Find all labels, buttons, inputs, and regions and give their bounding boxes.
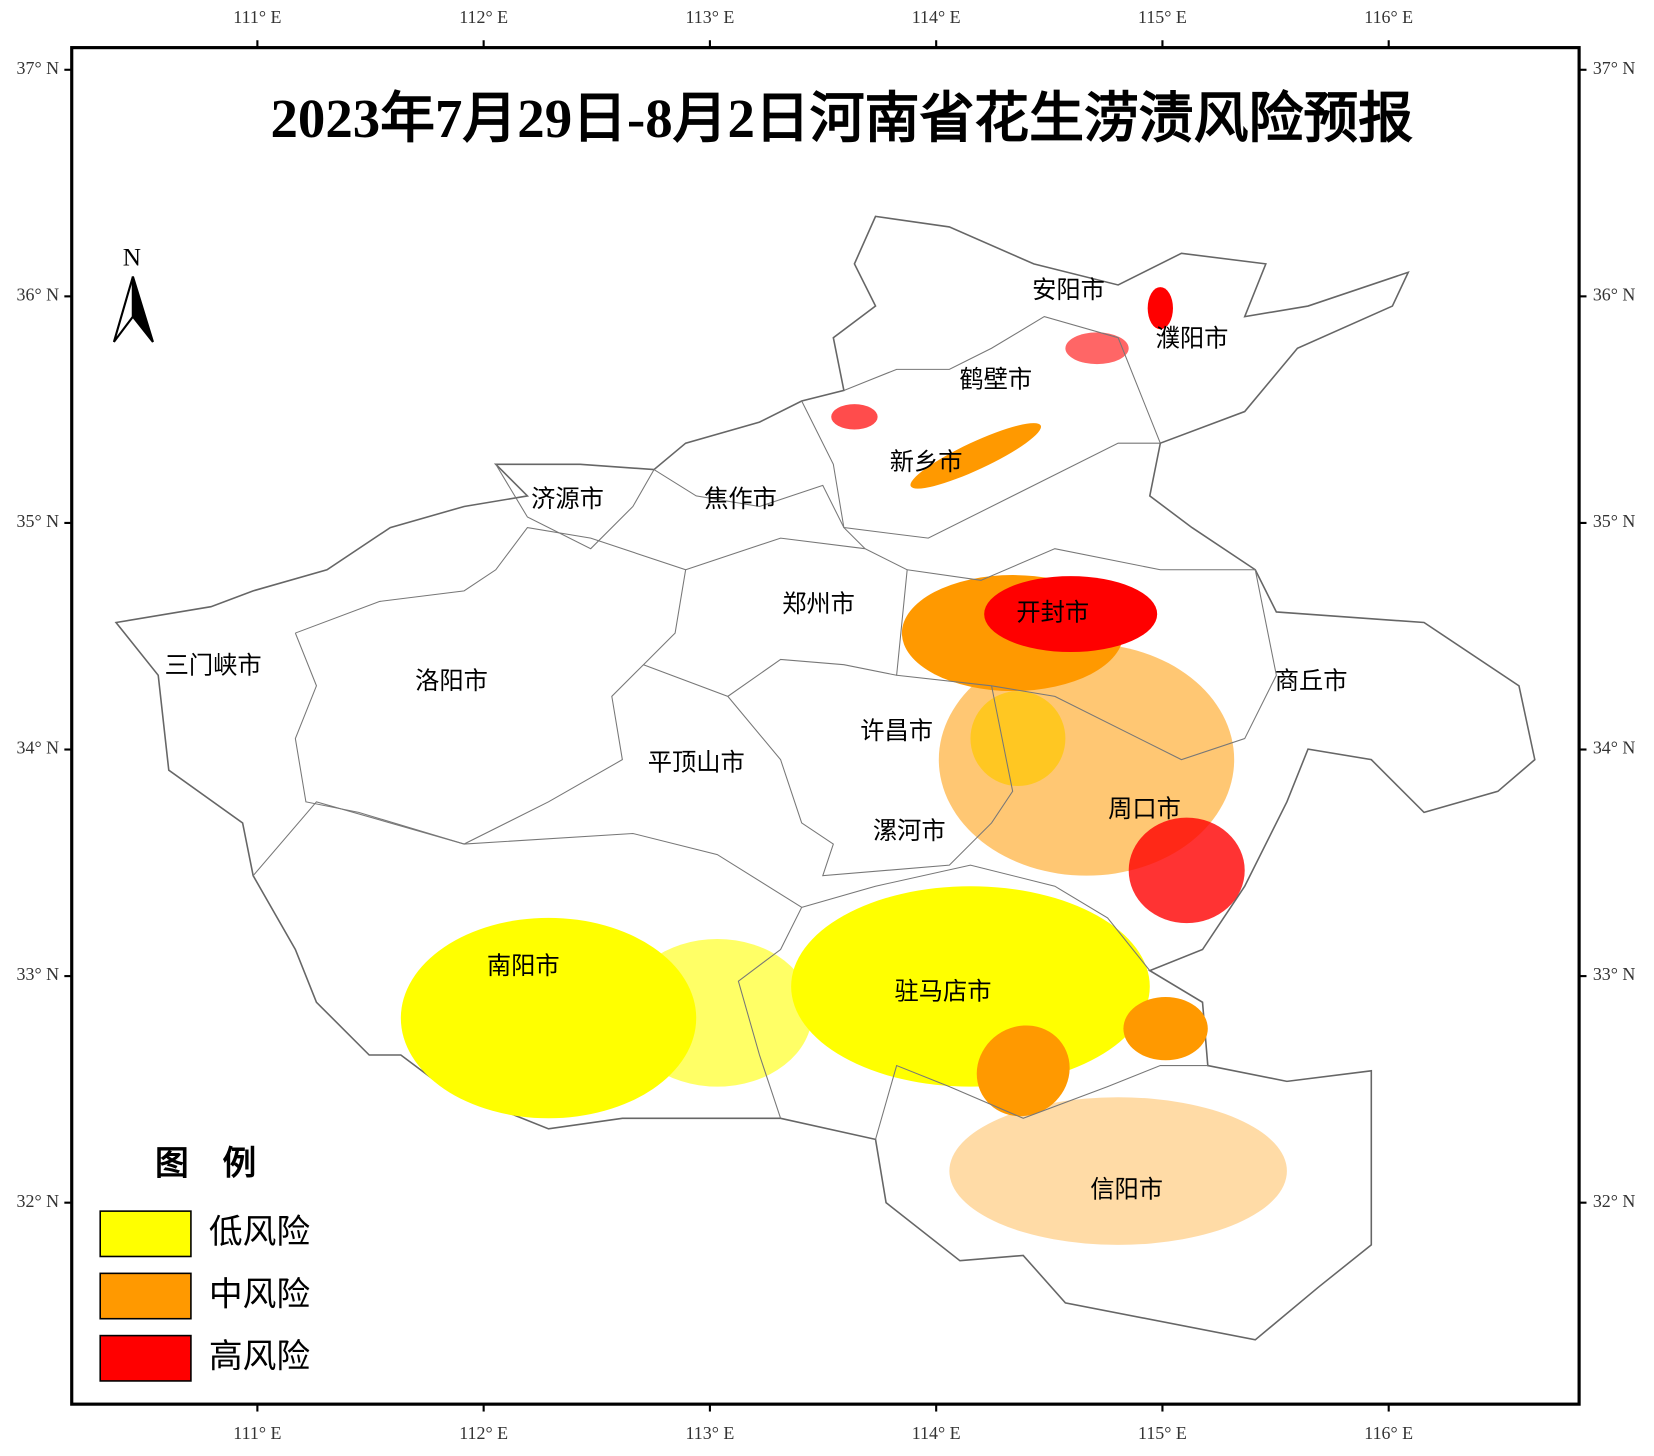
city-boundary <box>294 527 687 845</box>
lon-tick-label: 111° E <box>233 1423 281 1443</box>
city-label: 济源市 <box>531 486 604 513</box>
province <box>114 215 1536 1341</box>
high-risk-area <box>1128 817 1245 924</box>
lon-tick-label: 116° E <box>1364 7 1413 27</box>
high-risk-area <box>831 404 878 430</box>
lon-tick-label: 115° E <box>1138 7 1187 27</box>
lat-tick-label: 36° N <box>1593 284 1636 304</box>
lon-tick-label: 114° E <box>912 1423 961 1443</box>
lat-tick-label: 37° N <box>1593 58 1636 78</box>
city-label: 漯河市 <box>873 818 946 845</box>
lat-tick-label: 37° N <box>17 58 60 78</box>
lat-tick-label: 36° N <box>17 284 60 304</box>
north-arrow-right <box>131 276 154 343</box>
legend-label: 低风险 <box>209 1213 311 1251</box>
city-label: 信阳市 <box>1090 1177 1163 1204</box>
lon-tick-label: 112° E <box>459 7 508 27</box>
lon-tick-label: 113° E <box>686 7 735 27</box>
legend-swatch <box>99 1210 192 1258</box>
lat-tick-label: 33° N <box>1593 964 1636 984</box>
city-boundary <box>727 685 1014 877</box>
lat-tick-label: 32° N <box>17 1191 60 1211</box>
city-boundary <box>875 1064 1208 1140</box>
city-boundary <box>843 316 1161 444</box>
low-risk-area <box>622 938 813 1087</box>
lon-tick-label: 114° E <box>912 7 961 27</box>
lat-tick-label: 35° N <box>17 511 60 531</box>
lon-tick-label: 112° E <box>459 1423 508 1443</box>
city-label: 南阳市 <box>487 953 560 980</box>
city-label: 平顶山市 <box>648 749 745 776</box>
city-label: 商丘市 <box>1275 668 1348 695</box>
lon-tick-label: 113° E <box>686 1423 735 1443</box>
city-boundary <box>801 400 1161 539</box>
city-boundary <box>801 864 1151 971</box>
legend-title: 图 例 <box>155 1145 256 1183</box>
city-label: 驻马店市 <box>895 978 992 1005</box>
high-risk-area <box>984 576 1158 653</box>
city-label: 郑州市 <box>782 591 855 618</box>
city-label: 三门峡市 <box>165 652 262 679</box>
city-boundary <box>252 801 803 1119</box>
city-label: 洛阳市 <box>415 668 488 695</box>
lat-tick-label: 33° N <box>17 964 60 984</box>
lat-tick-label: 32° N <box>1593 1191 1636 1211</box>
city-label: 安阳市 <box>1032 277 1105 304</box>
legend-label: 高风险 <box>209 1338 311 1376</box>
high-risk-area <box>1065 332 1129 365</box>
lat-tick-label: 34° N <box>17 738 60 758</box>
city-label: 濮阳市 <box>1156 325 1229 352</box>
north-label: N <box>123 243 141 271</box>
low-risk-area <box>400 917 697 1119</box>
lon-tick-label: 116° E <box>1364 1423 1413 1443</box>
medium-risk-area <box>976 1025 1070 1117</box>
city-label: 开封市 <box>1016 600 1089 627</box>
lon-tick-label: 111° E <box>233 7 281 27</box>
medium-risk-area <box>1123 996 1208 1061</box>
lat-tick-label: 35° N <box>1593 511 1636 531</box>
city-boundary <box>896 548 1277 761</box>
city-label: 鹤壁市 <box>959 367 1032 394</box>
city-boundary <box>495 464 866 550</box>
medium-risk-area <box>938 643 1235 876</box>
medium-risk-area <box>949 1097 1287 1245</box>
legend-label: 中风险 <box>209 1275 311 1313</box>
city-label: 周口市 <box>1108 796 1181 823</box>
city-label: 新乡市 <box>890 449 963 476</box>
high-risk-area <box>1147 287 1173 330</box>
lat-tick-label: 34° N <box>1593 738 1636 758</box>
city-label: 焦作市 <box>704 486 777 513</box>
map-title: 2023年7月29日-8月2日河南省花生涝渍风险预报 <box>270 88 1413 149</box>
north-arrow: N <box>112 243 154 343</box>
low-risk-area <box>791 886 1150 1087</box>
city-label: 许昌市 <box>860 718 933 745</box>
lon-tick-label: 115° E <box>1138 1423 1187 1443</box>
legend-swatch <box>99 1272 192 1320</box>
legend-swatch <box>99 1334 192 1382</box>
medium-risk-area <box>910 423 1042 489</box>
